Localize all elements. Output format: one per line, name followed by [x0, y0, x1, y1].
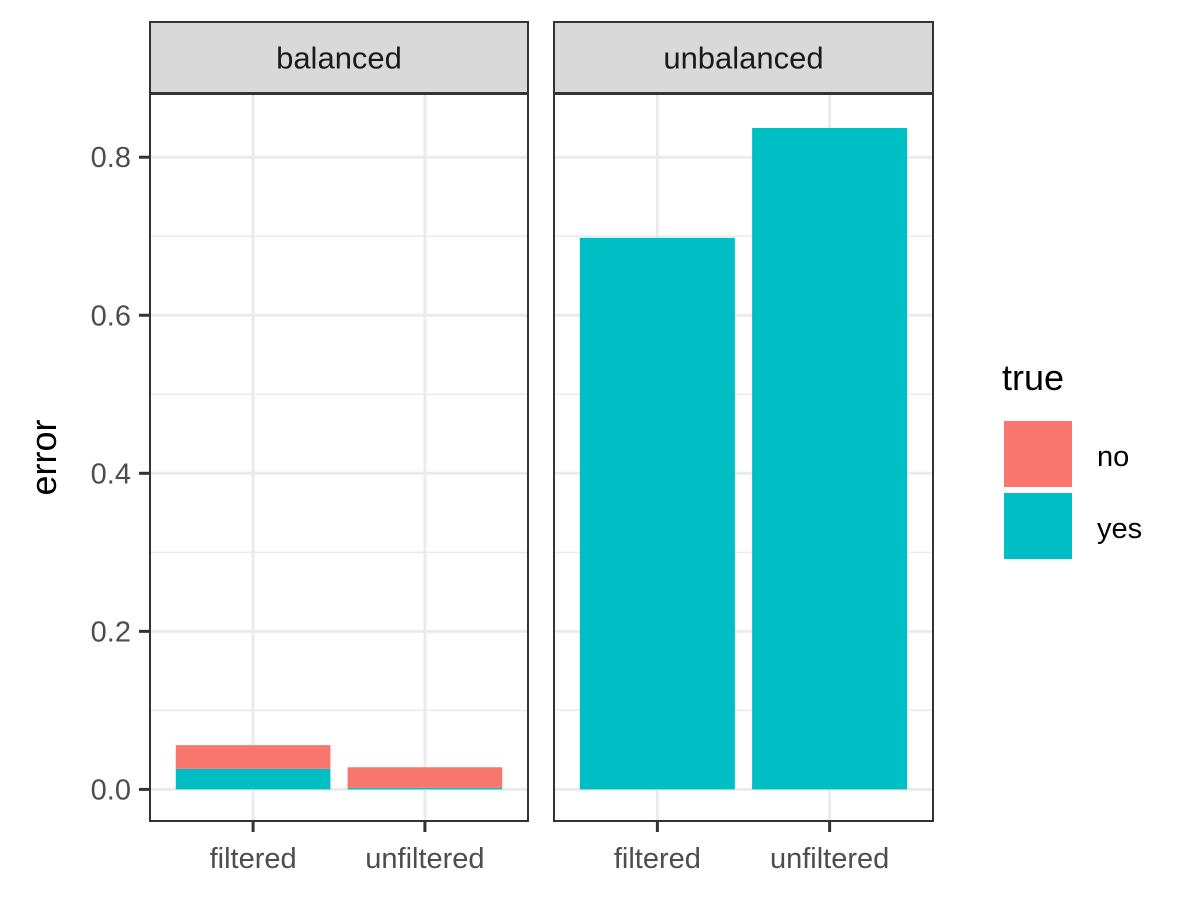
panel-background	[150, 94, 528, 821]
x-tick-label: unfiltered	[770, 843, 889, 875]
facet-strip	[149, 21, 529, 94]
x-tick-label: unfiltered	[365, 843, 484, 875]
y-tick-label: 0.8	[91, 142, 131, 174]
x-tick-label: filtered	[210, 843, 297, 875]
bar-balanced-filtered-no	[175, 745, 331, 769]
y-axis-title: error	[23, 419, 64, 495]
facet-strip-label: balanced	[276, 41, 402, 76]
bar-balanced-filtered-yes	[175, 768, 331, 790]
y-tick-label: 0.0	[91, 774, 131, 806]
y-tick-label: 0.2	[91, 616, 131, 648]
bar-unbalanced-unfiltered-yes	[752, 127, 908, 790]
facet-strip-label: unbalanced	[663, 41, 823, 76]
x-tick-label: filtered	[614, 843, 701, 875]
bar-balanced-unfiltered-no	[347, 767, 503, 788]
y-tick-label: 0.6	[91, 300, 131, 332]
legend-label-yes: yes	[1097, 513, 1142, 545]
legend-title: true	[1002, 357, 1064, 398]
bar-balanced-unfiltered-yes	[347, 787, 503, 790]
legend-key-no	[1004, 421, 1072, 487]
legend-key-yes	[1004, 493, 1072, 559]
facet-strip	[553, 21, 934, 94]
bar-unbalanced-filtered-yes	[579, 237, 735, 790]
legend-label-no: no	[1097, 441, 1129, 473]
y-tick-label: 0.4	[91, 458, 131, 490]
